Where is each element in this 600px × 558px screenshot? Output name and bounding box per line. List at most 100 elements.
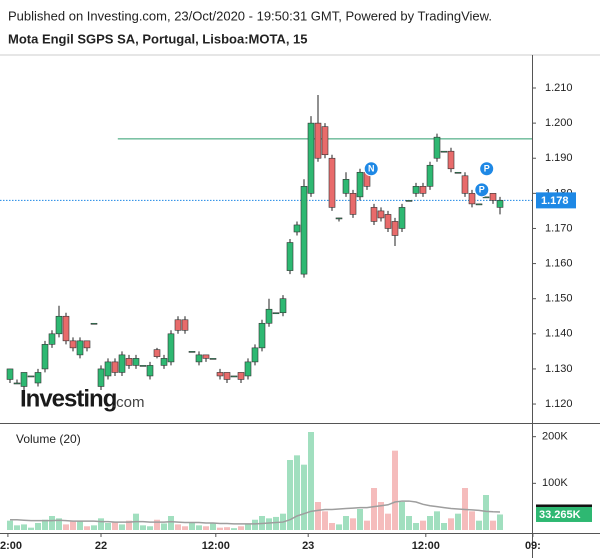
candle-body [370,207,378,222]
candle-body [447,150,455,170]
candle-body [440,150,448,153]
candle-body [97,368,105,387]
volume-bar [105,523,111,530]
marker: P [474,182,490,198]
current-price-label: 1.178 [541,195,569,207]
volume-bar [35,523,41,530]
volume-bar [77,520,83,530]
volume-bar [497,514,503,530]
candle-body [265,308,273,324]
candle-body [300,186,308,275]
candle-body [146,365,154,377]
candle-body [230,375,238,378]
volume-bar [469,511,475,530]
volume-bar [182,526,188,530]
candle-body [104,361,112,377]
volume-bar [42,519,48,530]
volume-bar [140,525,146,530]
candle-body [426,164,434,187]
candle-body [321,126,329,156]
candle-body [482,196,490,199]
candle-body [279,298,287,314]
candle-body [475,203,483,206]
volume-title: Volume (20) [16,432,81,446]
volume-bar [252,519,258,530]
candle-body [174,319,182,331]
volume-bar [266,518,272,530]
volume-bar [63,524,69,530]
candle-body [377,210,385,219]
y-tick-label: 1.130 [545,363,573,375]
volume-bar [21,524,27,530]
y-tick-label: 1.120 [545,398,573,410]
volume-bar [434,511,440,530]
volume-bar [14,525,20,530]
candle-body [398,207,406,229]
volume-bar [357,509,363,530]
volume-bar [308,432,314,530]
candle-body [244,361,252,377]
candle-body [461,175,469,194]
candle-body [349,193,357,215]
volume-bar [399,502,405,530]
candle-body [356,171,364,198]
x-tick-label: 12:00 [202,540,230,552]
candle-body [468,193,476,205]
watermark: .com [112,394,145,411]
volume-bar [28,527,34,530]
candle-body [167,333,175,363]
candle-body [454,171,462,174]
candle-body [90,322,98,325]
candle-body [132,358,140,366]
volume-bar [119,524,125,530]
y-tick-label: 1.190 [545,152,573,164]
volume-bar [378,502,384,530]
y-tick-label: 1.210 [545,82,573,94]
volume-bar [287,460,293,530]
volume-bar [483,495,489,530]
candle-body [188,351,196,353]
volume-ma [10,500,501,525]
volume-bar [406,516,412,530]
candle-body [20,372,28,387]
volume-bar [294,455,300,530]
volume-bar [371,488,377,530]
volume-bar [273,516,279,530]
header: Published on Investing.com, 23/Oct/2020 … [8,8,492,23]
volume-bar [420,520,426,530]
candle-body [160,358,168,366]
volume-bar [413,523,419,530]
volume-bar [301,464,307,530]
volume-bar [364,520,370,530]
volume-bar [112,521,118,530]
last-value-box [536,506,592,522]
candle-body [258,322,266,349]
marker: N [363,161,379,177]
volume-bar [84,526,90,530]
x-tick-label: 12:00 [412,540,440,552]
last-value-label: 33.265K [539,509,581,521]
volume-bar [175,524,181,530]
volume-bar [476,520,482,530]
candle-body [27,375,35,378]
candle-body [405,200,413,202]
volume-bar [245,524,251,530]
volume-bar [441,523,447,530]
candle-body [489,193,497,201]
candle-body [153,349,161,357]
candle-body [181,319,189,331]
volume-bar [147,526,153,530]
volume-bar [322,511,328,530]
volume-bar [196,525,202,530]
y-tick-label: 1.160 [545,257,573,269]
volume-bar [91,525,97,530]
y-tick-label: 1.150 [545,293,573,305]
volume-bar [56,518,62,530]
candle-body [391,221,399,236]
candle-body [139,365,147,367]
candle-body [202,354,210,359]
candle-body [433,136,441,159]
volume-bar [203,526,209,530]
marker-label: P [479,185,485,195]
volume-bar [217,527,223,530]
